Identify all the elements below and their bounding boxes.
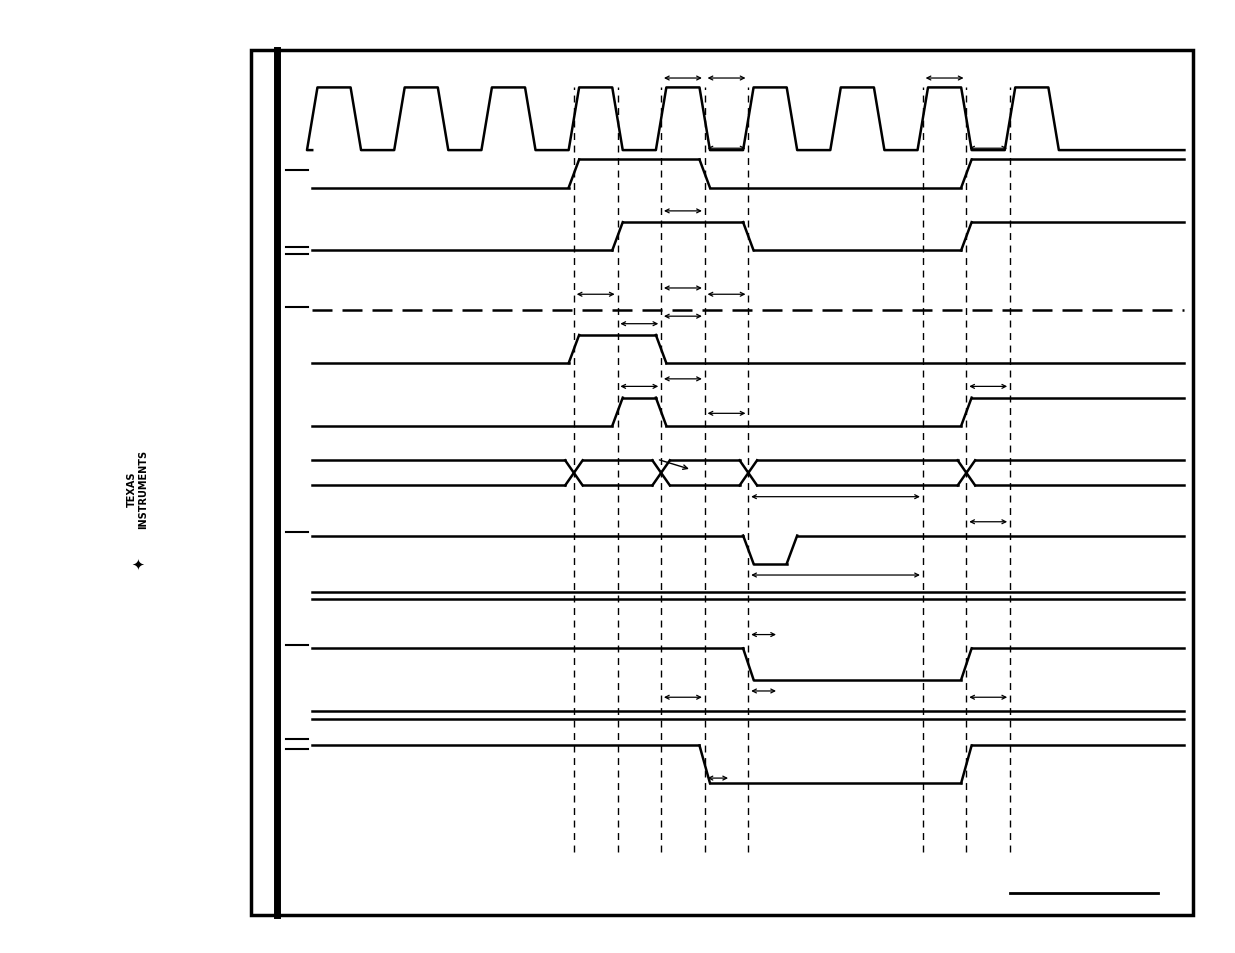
Text: TEXAS
INSTRUMENTS: TEXAS INSTRUMENTS	[127, 450, 148, 529]
Text: ✦: ✦	[131, 557, 144, 572]
Bar	[251, 51, 1193, 915]
